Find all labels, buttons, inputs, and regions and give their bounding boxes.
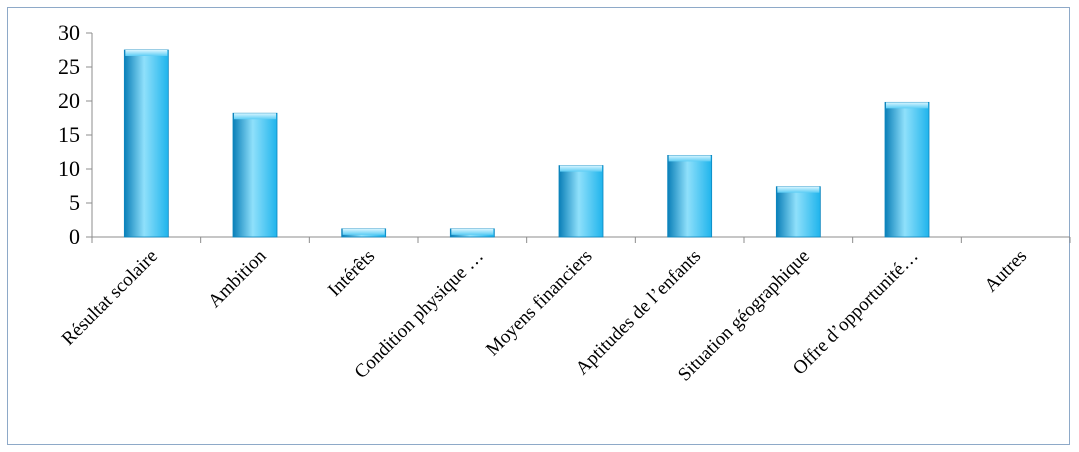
x-category-label: Ambition <box>204 245 271 312</box>
x-category-label: Résultat scolaire <box>58 246 162 350</box>
bar <box>123 49 169 238</box>
x-category-label: Moyens financiers <box>482 246 596 360</box>
bar-top-highlight <box>342 228 385 235</box>
x-category-label: Intérêts <box>324 246 379 301</box>
x-category-label: Offre d’opportunité… <box>789 246 923 380</box>
y-tick-label: 5 <box>69 190 80 215</box>
bar-top-highlight <box>886 102 928 109</box>
bar-top-highlight <box>125 50 168 56</box>
y-tick-label: 30 <box>58 20 80 45</box>
bar-top-highlight <box>668 155 711 162</box>
bar <box>884 101 930 238</box>
y-tick-label: 15 <box>58 122 80 147</box>
bar-top-highlight <box>777 186 820 193</box>
bar-top-highlight <box>451 228 494 235</box>
bar <box>558 165 604 238</box>
y-tick-label: 20 <box>58 88 80 113</box>
bar-chart: 0 5 10 15 20 25 30 Résultat scolaire Ambition Int… <box>58 20 1071 386</box>
y-tick-label: 25 <box>58 54 80 79</box>
bar-top-highlight <box>234 113 276 120</box>
bar-top-highlight <box>560 165 602 172</box>
bar <box>775 186 821 238</box>
y-tick-label: 10 <box>58 156 80 181</box>
y-tick-label: 0 <box>69 224 80 249</box>
bar <box>232 112 278 238</box>
bar <box>667 154 713 238</box>
x-category-label: Autres <box>981 246 1032 297</box>
chart-frame: 0 5 10 15 20 25 30 Résultat scolaire Ambition Int… <box>7 7 1071 445</box>
